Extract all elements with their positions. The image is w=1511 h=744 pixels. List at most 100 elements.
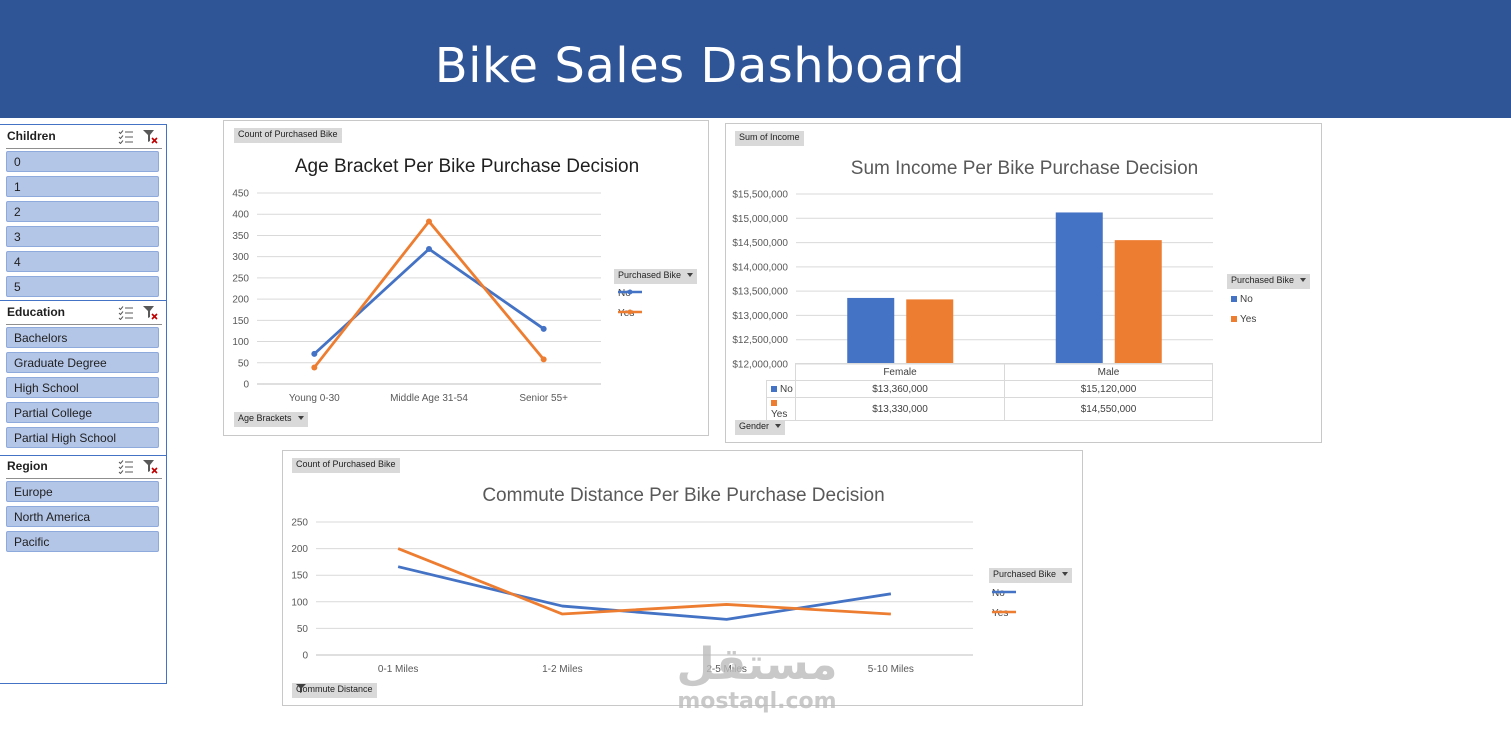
slicer-item[interactable]: North America [6,506,159,527]
slicer-item[interactable]: 0 [6,151,159,172]
data-table-row: No $13,360,000 $15,120,000 [766,380,1213,398]
slicer-title: Education [7,305,66,319]
bar-no [1055,212,1103,364]
y-tick-label: 150 [291,571,308,582]
commute-distance-chart[interactable]: Count of Purchased Bike Commute Distance… [282,450,1083,706]
data-table-header-row: Female Male [766,363,1213,381]
legend-title-button[interactable]: Purchased Bike [1227,274,1311,289]
slicer-item[interactable]: 5 [6,276,159,297]
slicer-item[interactable]: Pacific [6,531,159,552]
legend-line-icon [992,610,1016,614]
slicer-item[interactable]: Graduate Degree [6,352,159,373]
legend-line-icon [618,309,642,315]
watermark-logo: مستقل [676,639,838,690]
data-point-yes [426,218,432,225]
age-bracket-chart[interactable]: Count of Purchased Bike Age Bracket Per … [223,120,709,436]
legend-line-icon [992,590,1016,594]
legend-swatch-icon [1231,316,1237,322]
value-field-button[interactable]: Count of Purchased Bike [234,128,342,143]
y-tick-label: 100 [291,597,308,608]
y-tick-label: 50 [238,358,250,369]
legend-title-text: Purchased Bike [1231,275,1295,285]
chart-title: Sum Income Per Bike Purchase Decision [850,158,1199,179]
legend-swatch-icon [1231,296,1237,302]
x-tick-label: 0-1 Miles [378,664,419,675]
slicer-item[interactable]: Bachelors [6,327,159,348]
series-line-no [397,565,892,621]
x-tick-label: Senior 55+ [519,393,568,404]
chart-title: Commute Distance Per Bike Purchase Decis… [482,485,885,506]
x-tick-label: Young 0-30 [289,393,340,404]
bar-yes [906,299,954,364]
slicer-item[interactable]: Europe [6,481,159,502]
data-table-corner [766,363,796,381]
x-tick-label: 2-5 Miles [706,664,747,675]
data-table-category: Male [1004,363,1213,381]
slicer-panel: Children 0 1 2 3 4 5 Education Bachelors Gradu… [0,124,167,684]
legend-label: No [618,288,631,299]
series-line-no [313,247,545,355]
legend-item-yes: Yes [992,608,1016,619]
slicer-divider [0,455,166,456]
x-tick-label: 5-10 Miles [868,664,914,675]
legend-line-icon [618,289,642,295]
bar-yes [1114,240,1162,364]
slicer-item[interactable]: 4 [6,251,159,272]
multi-select-icon[interactable] [118,304,134,320]
slicer-region: Region Europe North America Pacific [0,455,166,552]
data-point-no [426,246,432,253]
legend-label: No [992,588,1005,599]
clear-filter-icon[interactable] [142,304,158,320]
x-tick-label: Middle Age 31-54 [390,393,468,404]
chart-title: Age Bracket Per Bike Purchase Decision [294,156,640,177]
legend-label: Yes [618,308,635,319]
slicer-item[interactable]: Partial High School [6,427,159,448]
dropdown-arrow-icon [1062,572,1069,576]
series-name: Yes [771,409,788,420]
legend-title-button[interactable]: Purchased Bike [614,269,698,284]
dashboard-header: Bike Sales Dashboard [0,0,1511,118]
watermark-text: mostaql.com [677,689,837,714]
y-tick-label: 250 [232,273,249,284]
y-tick-label: $12,500,000 [732,335,788,346]
y-tick-label: 200 [291,544,308,555]
legend-item-yes: Yes [618,308,642,319]
slicer-title: Children [7,129,56,143]
dropdown-arrow-icon [687,273,694,277]
multi-select-icon[interactable] [118,458,134,474]
value-field-button[interactable]: Sum of Income [735,131,804,146]
data-point-yes [540,356,547,363]
clear-filter-icon[interactable] [142,128,158,144]
data-table-cell: $15,120,000 [1004,380,1213,398]
slicer-item[interactable]: 3 [6,226,159,247]
data-table-cell: $13,330,000 [795,397,1005,421]
y-tick-label: $14,500,000 [732,238,788,249]
slicer-item[interactable]: 1 [6,176,159,197]
data-point-yes [311,364,318,371]
legend-item-yes: Yes [1231,314,1256,325]
series-swatch-icon [771,385,777,392]
clear-filter-icon[interactable] [142,458,158,474]
slicer-item[interactable]: 2 [6,201,159,222]
axis-field-button[interactable]: Commute Distance [292,683,377,698]
watermark: مستقل mostaql.com [662,640,852,714]
y-tick-label: 100 [232,337,249,348]
y-tick-label: $13,500,000 [732,287,788,298]
slicer-item[interactable]: Partial College [6,402,159,423]
dropdown-arrow-icon [297,416,304,420]
axis-field-button[interactable]: Gender [735,420,786,435]
slicer-header: Education [6,301,162,325]
legend-title-button[interactable]: Purchased Bike [989,568,1073,583]
slicer-item[interactable]: High School [6,377,159,398]
axis-field-button[interactable]: Age Brackets [234,412,308,427]
age-plot-area: 0 50 100 150 200 250 300 350 400 450 Young 0-30 Mid… [232,189,601,404]
legend-title-text: Purchased Bike [993,569,1057,579]
value-field-button[interactable]: Count of Purchased Bike [292,458,400,473]
dropdown-arrow-icon [1300,278,1307,282]
slicer-education: Education Bachelors Graduate Degree High S… [0,301,166,448]
income-chart[interactable]: Sum of Income Sum Income Per Bike Purcha… [725,123,1322,443]
legend-item-no: No [618,288,642,299]
y-tick-label: 300 [232,252,249,263]
multi-select-icon[interactable] [118,128,134,144]
axis-field-label: Commute Distance [296,684,373,694]
